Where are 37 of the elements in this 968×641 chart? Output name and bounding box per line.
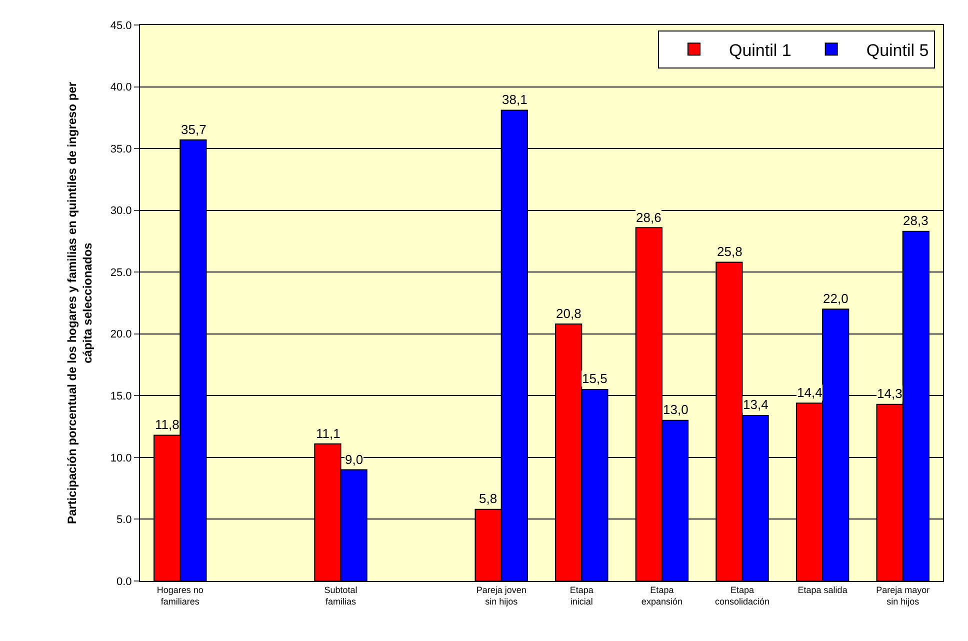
- y-axis-title: Participación porcentual de los hogares y familias en quintiles de ingreso per cápita seleccionados: [65, 82, 95, 524]
- data-label: 14,3: [877, 386, 902, 401]
- x-tick-label: Subtotal familias: [324, 584, 358, 606]
- y-tick-label: 20.0: [110, 328, 132, 341]
- data-label: 13,4: [743, 397, 768, 412]
- data-label: 28,3: [903, 213, 928, 228]
- data-label: 38,1: [502, 92, 528, 107]
- y-tick-label: 30.0: [110, 205, 132, 218]
- data-label: 28,6: [636, 210, 662, 225]
- data-label: 11,1: [316, 426, 340, 441]
- y-tick-label: 0.0: [116, 576, 132, 588]
- x-tick-label: Etapa inicial: [570, 584, 594, 606]
- y-tick-label: 5.0: [116, 514, 132, 526]
- y-tick-label: 25.0: [110, 266, 132, 279]
- y-tick-label: 40.0: [110, 82, 132, 94]
- y-tick-label: 15.0: [110, 390, 132, 403]
- data-label: 11,8: [155, 417, 180, 432]
- data-label: 20,8: [556, 306, 582, 321]
- data-label: 14,4: [797, 385, 822, 400]
- x-tick-label: Pareja joven sin hijos: [476, 584, 526, 606]
- data-label: 15,5: [582, 371, 608, 386]
- data-label: 13,0: [663, 402, 688, 417]
- y-tick-label: 35.0: [110, 143, 132, 156]
- legend-label: Quintil 1: [728, 40, 792, 60]
- data-label: 25,8: [717, 244, 742, 259]
- x-tick-label: Etapa expansión: [641, 584, 682, 606]
- data-label: 5,8: [479, 491, 498, 506]
- x-tick-label: Etapa consolidación: [714, 584, 770, 606]
- data-label: 22,0: [823, 291, 848, 306]
- data-label: 35,7: [181, 122, 206, 137]
- x-tick-label: Hogares no familiares: [156, 584, 204, 606]
- y-tick-label: 45.0: [110, 20, 132, 32]
- data-label: 9,0: [345, 452, 364, 467]
- x-tick-label: Pareja mayor sin hijos: [876, 584, 930, 606]
- y-tick-label: 10.0: [110, 452, 132, 464]
- legend-label: Quintil 5: [866, 40, 929, 60]
- x-tick-label: Etapa salida: [798, 584, 848, 595]
